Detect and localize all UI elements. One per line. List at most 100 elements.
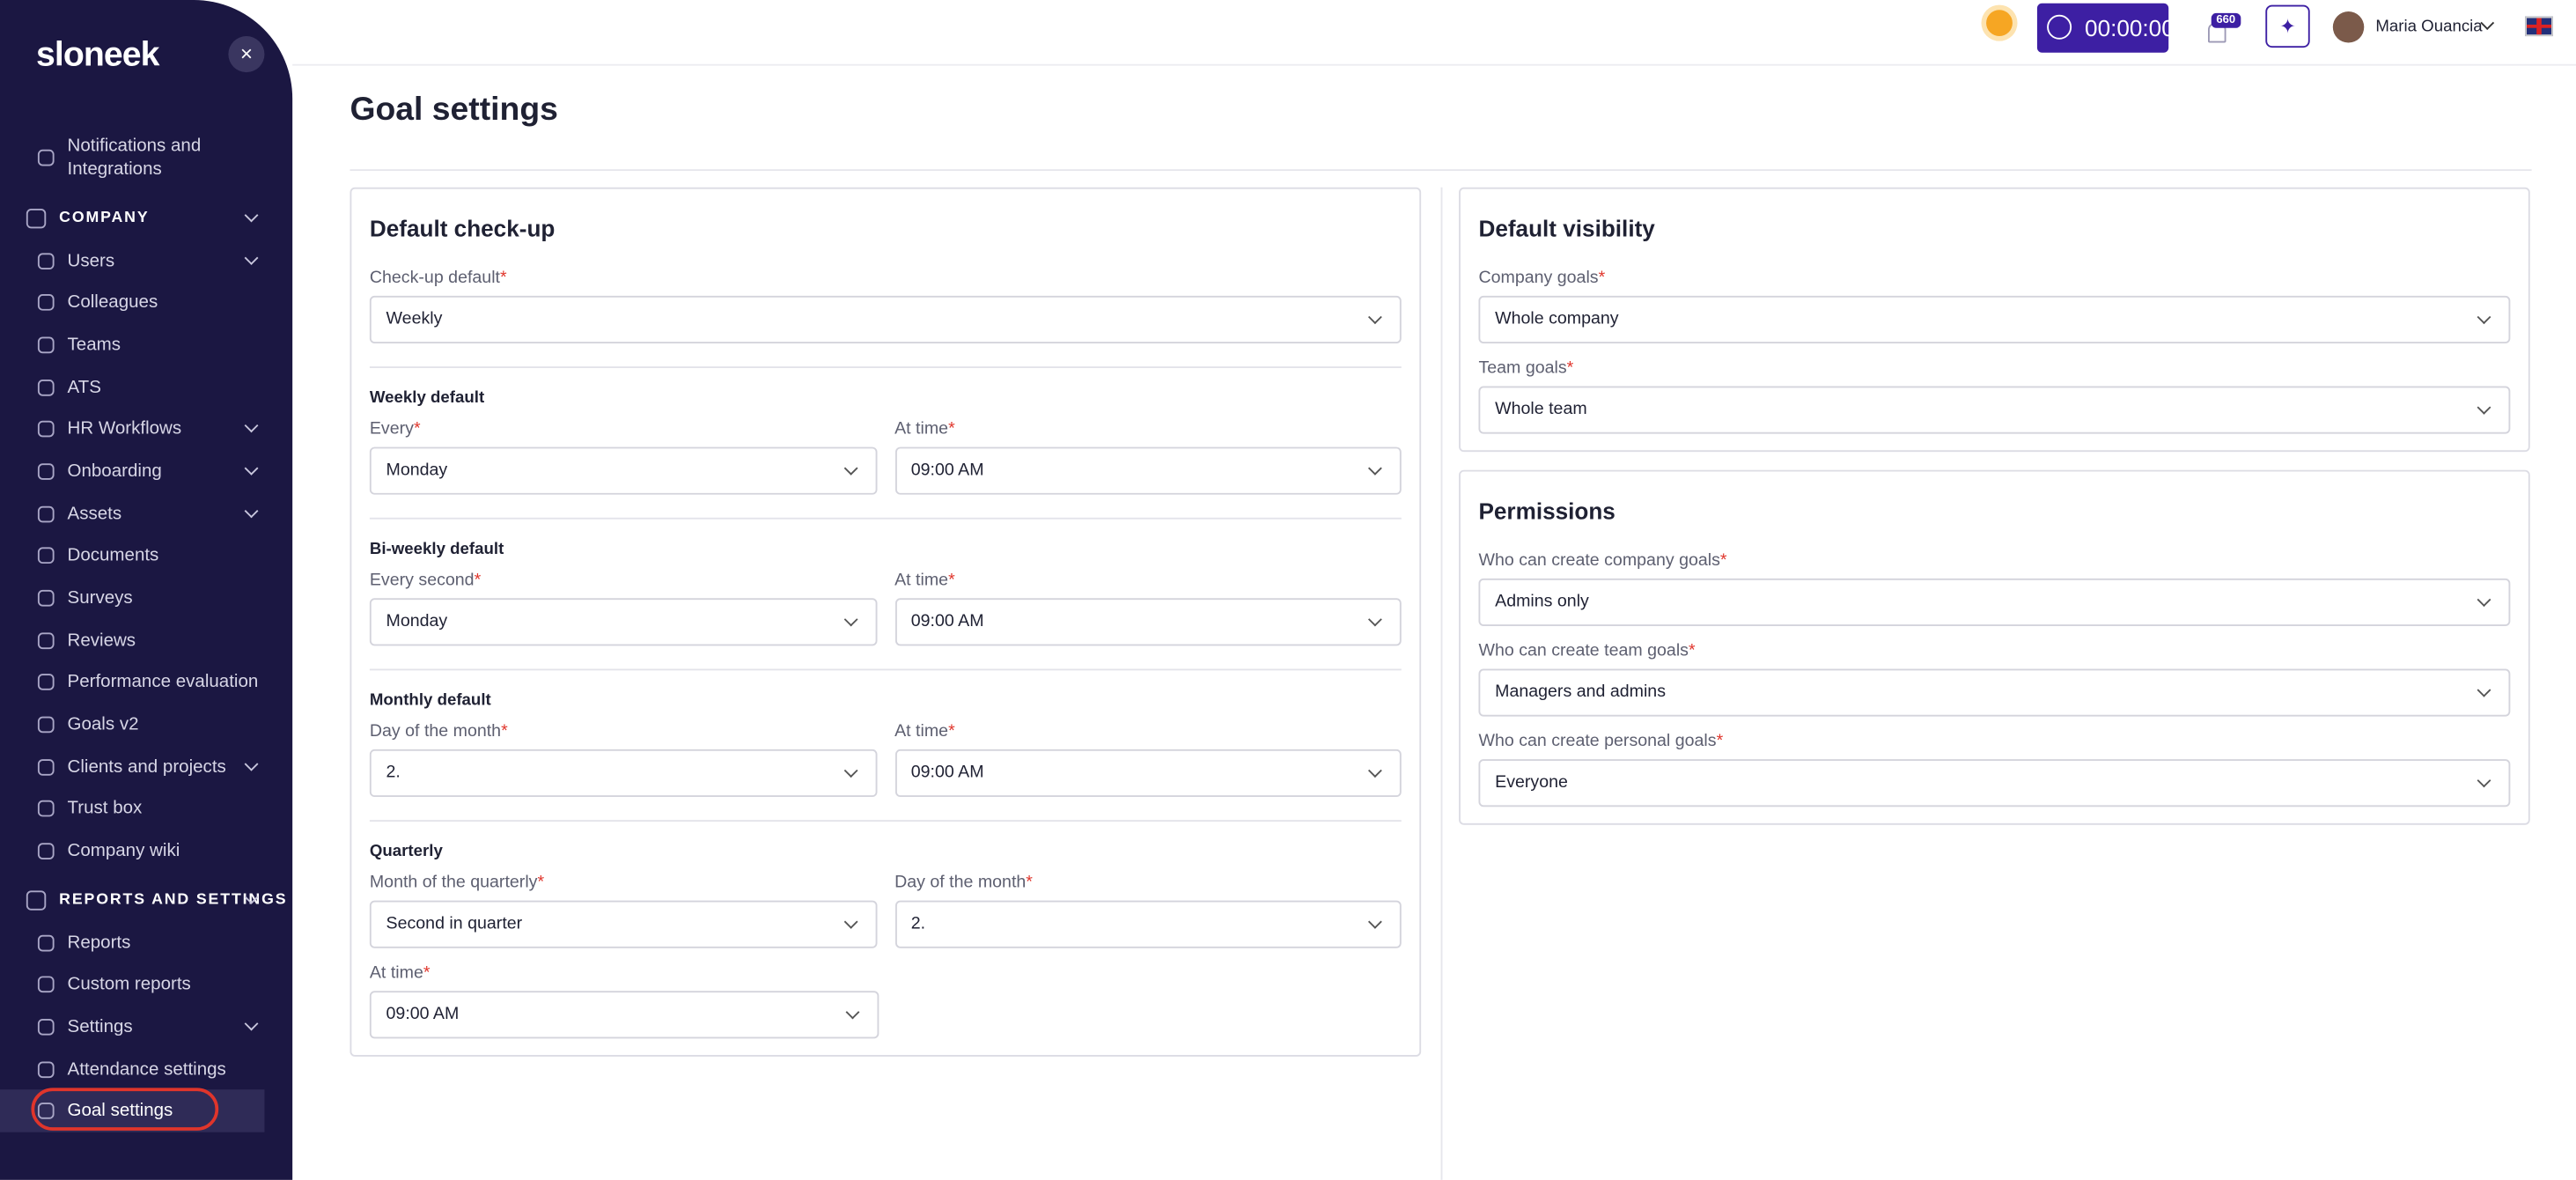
field-label: At time* <box>894 419 1402 439</box>
select[interactable]: Monday <box>369 446 877 495</box>
nav-item[interactable]: Documents <box>0 535 292 577</box>
required-mark: * <box>948 570 955 590</box>
nav-icon <box>37 421 55 438</box>
field-group: Bi-weekly default Every second* Monday At t… <box>369 517 1402 646</box>
field-row: Company goals* Whole company <box>1478 268 2511 344</box>
field: Who can create company goals* Admins only <box>1478 550 2511 626</box>
nav-icon <box>37 976 55 993</box>
nav-item[interactable]: Colleagues <box>0 282 292 324</box>
nav-item[interactable]: Goal settings <box>0 1088 265 1132</box>
expand-chevron[interactable] <box>244 503 259 518</box>
select[interactable]: 2. <box>894 900 1402 948</box>
nav-item[interactable]: Trust box <box>0 788 292 830</box>
nav-item[interactable]: Notifications and Integrations <box>0 129 292 188</box>
nav-item[interactable]: Settings <box>0 1006 292 1048</box>
nav-label: Assets <box>67 504 122 524</box>
nav-icon <box>37 1060 55 1078</box>
field-label: Every second* <box>370 571 877 590</box>
field-label: Month of the quarterly* <box>370 873 877 892</box>
nav-icon <box>37 1103 55 1120</box>
label-text: Day of the month <box>894 872 1027 893</box>
select[interactable]: Everyone <box>1478 759 2511 808</box>
select[interactable]: Managers and admins <box>1478 668 2511 717</box>
label-text: Check-up default <box>369 268 501 288</box>
field: Month of the quarterly* Second in quarter <box>369 873 877 948</box>
nav-label: REPORTS AND SETTINGS <box>59 891 288 910</box>
nav-group[interactable]: COMPANY <box>0 197 292 240</box>
nav-icon <box>37 674 55 691</box>
select[interactable]: 2. <box>369 749 877 798</box>
field: Who can create team goals* Managers and a… <box>1478 641 2511 717</box>
theme-toggle[interactable] <box>1986 10 2013 37</box>
field-row: Check-up default* Weekly <box>369 268 1402 344</box>
select[interactable]: Weekly <box>369 295 1402 344</box>
nav-item[interactable]: Users <box>0 240 292 282</box>
nav-item[interactable]: Custom reports <box>0 963 292 1006</box>
nav-item[interactable]: Surveys <box>0 577 292 619</box>
nav-label: Performance evaluation <box>67 672 259 693</box>
nav-label: Onboarding <box>67 461 162 482</box>
ai-button[interactable]: ✦ <box>2265 4 2310 48</box>
logo[interactable]: sloneek <box>36 36 159 74</box>
nav-item[interactable]: Teams <box>0 324 292 366</box>
field-label: Company goals* <box>1478 268 2510 287</box>
select[interactable]: Whole team <box>1478 386 2511 434</box>
card: Default visibility Company goals* Whole co… <box>1459 187 2530 453</box>
select[interactable]: 09:00 AM <box>894 446 1402 495</box>
field: At time* 09:00 AM <box>894 571 1402 646</box>
field-row: Who can create team goals* Managers and a… <box>1478 641 2511 717</box>
field-label: Every* <box>370 419 877 439</box>
nav-item[interactable]: Assets <box>0 492 292 535</box>
label-text: At time <box>894 570 949 590</box>
nav-item[interactable]: Performance evaluation <box>0 661 292 704</box>
user-name[interactable]: Maria Ouancia <box>2375 18 2483 37</box>
expand-chevron[interactable] <box>244 250 259 265</box>
expand-chevron[interactable] <box>244 461 259 476</box>
close-sidebar[interactable]: × <box>228 36 265 73</box>
required-mark: * <box>1026 872 1033 893</box>
select[interactable]: Whole company <box>1478 295 2511 344</box>
nav-item[interactable]: HR Workflows <box>0 409 292 451</box>
select[interactable]: 09:00 AM <box>894 749 1402 798</box>
select[interactable]: 09:00 AM <box>894 598 1402 646</box>
field: Company goals* Whole company <box>1478 268 2511 344</box>
select[interactable]: Monday <box>369 598 877 646</box>
nav-item[interactable]: Reviews <box>0 619 292 661</box>
nav-item[interactable]: Company wiki <box>0 830 292 873</box>
nav-item[interactable]: Clients and projects <box>0 746 292 788</box>
nav-item[interactable]: Attendance settings <box>0 1048 292 1090</box>
field-label: Team goals* <box>1478 358 2510 378</box>
nav-icon <box>37 149 55 166</box>
expand-chevron[interactable] <box>244 418 259 433</box>
nav-label: Trust box <box>67 799 143 820</box>
expand-chevron[interactable] <box>244 208 259 223</box>
required-mark: * <box>537 872 545 893</box>
select[interactable]: 09:00 AM <box>369 991 880 1039</box>
nav-icon <box>37 758 55 776</box>
nav-label: Documents <box>67 546 159 566</box>
nav-item[interactable]: Reports <box>0 921 292 963</box>
expand-chevron[interactable] <box>244 1016 259 1031</box>
language[interactable] <box>2525 16 2553 37</box>
field: At time* 09:00 AM <box>369 963 880 1039</box>
select[interactable]: Admins only <box>1478 578 2511 626</box>
label-text: Who can create personal goals <box>1478 731 1717 751</box>
nav-item[interactable]: ATS <box>0 366 292 409</box>
select[interactable]: Second in quarter <box>369 900 877 948</box>
card-title: Default visibility <box>1478 215 1655 242</box>
field: Day of the month* 2. <box>369 721 877 798</box>
field-group: Check-up default* Weekly <box>369 268 1402 344</box>
expand-chevron[interactable] <box>244 756 259 771</box>
field: At time* 09:00 AM <box>894 721 1402 798</box>
label-text: Company goals <box>1478 268 1599 288</box>
timer[interactable]: 00:00:00 <box>2036 3 2175 53</box>
avatar[interactable] <box>2332 11 2365 43</box>
required-mark: * <box>501 721 508 741</box>
nav-item[interactable]: Goals v2 <box>0 704 292 746</box>
nav-group[interactable]: REPORTS AND SETTINGS <box>0 879 292 921</box>
right-column: Default visibility Company goals* Whole co… <box>1459 187 2530 844</box>
nav-icon <box>37 843 55 860</box>
nav-item[interactable]: Onboarding <box>0 451 292 493</box>
nav-label: Reviews <box>67 631 136 651</box>
